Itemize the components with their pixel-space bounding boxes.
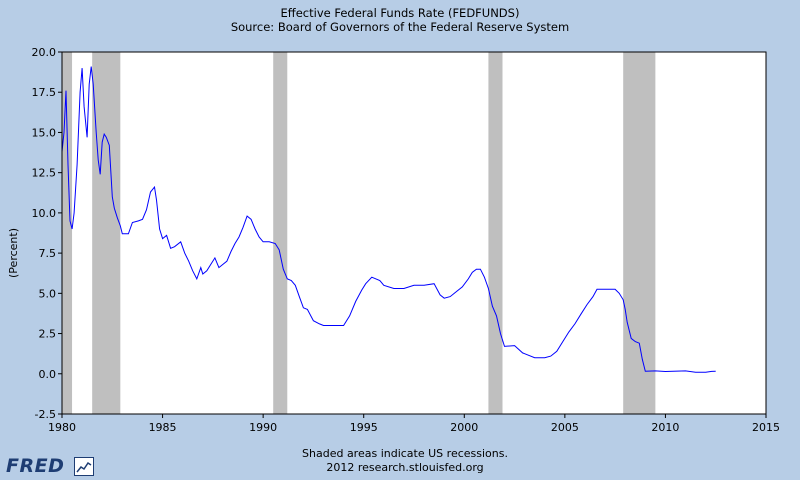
recession-band-4 — [488, 52, 503, 414]
recession-band-5 — [623, 52, 656, 414]
y-tick-label: 12.5 — [32, 167, 57, 180]
y-tick-label: 2.5 — [39, 328, 57, 341]
x-tick-label: 1995 — [350, 421, 378, 434]
y-tick-label: 10.0 — [32, 207, 57, 220]
x-tick-label: 2010 — [651, 421, 679, 434]
y-tick-label: 20.0 — [32, 46, 57, 59]
fred-logo-text: FRED — [6, 455, 65, 477]
chart-line-icon — [74, 457, 94, 476]
y-tick-label: -2.5 — [35, 408, 56, 421]
recession-band-2 — [92, 52, 121, 414]
recession-band-3 — [273, 52, 288, 414]
y-tick-label: 5.0 — [39, 287, 57, 300]
x-tick-label: 1985 — [149, 421, 177, 434]
x-tick-label: 1990 — [249, 421, 277, 434]
y-tick-label: 0.0 — [39, 368, 57, 381]
x-axis: 1980 1985 1990 1995 2000 2005 2010 2015 — [48, 414, 780, 434]
recession-bands — [62, 52, 656, 414]
fred-logo[interactable]: FRED — [6, 455, 94, 477]
chart-subtitle: Source: Board of Governors of the Federa… — [231, 20, 569, 34]
y-tick-label: 17.5 — [32, 86, 57, 99]
x-tick-label: 1980 — [48, 421, 76, 434]
plot-area — [62, 52, 766, 414]
x-tick-label: 2015 — [752, 421, 780, 434]
chart-title: Effective Federal Funds Rate (FEDFUNDS) — [281, 6, 520, 20]
x-tick-label: 2005 — [551, 421, 579, 434]
footnote-source: 2012 research.stlouisfed.org — [326, 461, 483, 474]
x-tick-label: 2000 — [450, 421, 478, 434]
y-tick-label: 15.0 — [32, 126, 57, 139]
series-line-fedfunds — [61, 66, 716, 373]
y-tick-label: 7.5 — [39, 247, 57, 260]
plot-border — [61, 51, 767, 415]
recession-band-1 — [62, 52, 73, 414]
y-axis-label: (Percent) — [7, 228, 20, 278]
y-axis: -2.5 0.0 2.5 5.0 7.5 10.0 12.5 15.0 17.5 20.0 — [32, 46, 62, 421]
footnote-recessions: Shaded areas indicate US recessions. — [302, 447, 508, 460]
